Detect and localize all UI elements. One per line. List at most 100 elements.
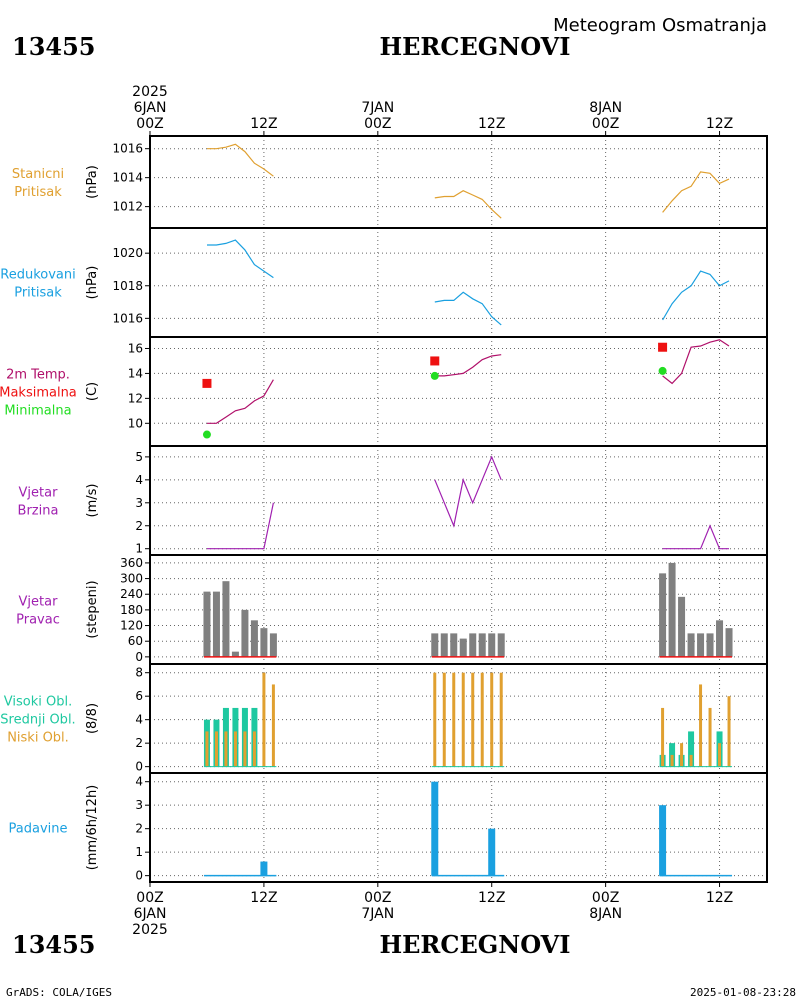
- series-line: [434, 291, 502, 326]
- panel-label: Brzina: [18, 504, 59, 519]
- panel-label: Minimalna: [4, 404, 71, 419]
- panel-label: Stanicni: [12, 167, 64, 182]
- panel-label: Vjetar: [19, 595, 59, 610]
- tmin-marker: [202, 430, 211, 439]
- series-line: [434, 354, 502, 377]
- time-label-bottom: 12Z: [706, 890, 733, 906]
- y-tick-label: 240: [120, 587, 143, 601]
- panel-padavine: 0 1 2 3 4 (mm/6h/12h) Padavine: [9, 773, 767, 883]
- credit: GrADS: COLA/IGES: [6, 986, 112, 999]
- panel-label: Redukovani: [0, 268, 75, 283]
- series-line: [207, 379, 274, 424]
- time-label-bottom: 12Z: [250, 890, 277, 906]
- y-tick-label: 1016: [112, 311, 143, 325]
- subtitle: Meteogram Osmatranja: [553, 15, 767, 36]
- y-axis-unit: (hPa): [85, 165, 100, 199]
- bar: [659, 805, 667, 876]
- cloud-low-bar: [214, 731, 218, 767]
- cloud-low-bar: [205, 731, 209, 767]
- cloud-low-bar: [471, 672, 475, 767]
- time-label-bottom: 7JAN: [361, 906, 394, 922]
- time-label-top: 12Z: [706, 116, 733, 132]
- station-id-bottom: 13455: [12, 930, 96, 959]
- series-line: [207, 239, 274, 279]
- plot-frame: [149, 135, 768, 883]
- time-label-top: 12Z: [250, 116, 277, 132]
- bar: [678, 596, 686, 657]
- cloud-low-bar: [233, 731, 237, 767]
- cloud-low-bar: [271, 684, 275, 767]
- y-axis-unit: (mm/6h/12h): [85, 785, 100, 871]
- panel-label: Pravac: [16, 613, 60, 628]
- bar: [260, 628, 268, 657]
- y-tick-label: 5: [135, 450, 143, 464]
- y-tick-label: 1016: [112, 142, 143, 156]
- cloud-low-bar: [490, 672, 494, 767]
- panel-stanicni-pritisak: 1012 1014 1016 (hPa) Stanicni Pritisak: [12, 136, 767, 228]
- series-line: [662, 339, 730, 385]
- time-label-bottom: 00Z: [592, 890, 619, 906]
- y-axis-unit: (hPa): [85, 266, 100, 300]
- y-tick-label: 0: [135, 869, 143, 883]
- tmax-marker: [430, 356, 440, 366]
- cloud-low-bar: [499, 672, 503, 767]
- bar: [697, 633, 705, 657]
- tmin-marker: [658, 366, 667, 375]
- bar: [716, 620, 724, 657]
- bar: [203, 591, 211, 657]
- panel-oblacnost: 0 2 4 6 8 (8/8) Visoki Obl. Srednji Obl. Niski O…: [0, 664, 767, 774]
- cloud-low-bar: [262, 672, 266, 767]
- cloud-low-bar: [461, 672, 465, 767]
- time-label-top: 00Z: [592, 116, 619, 132]
- cloud-low-bar: [689, 754, 693, 767]
- bar: [212, 591, 220, 657]
- y-tick-label: 14: [128, 366, 143, 380]
- time-label-top: 7JAN: [361, 100, 394, 116]
- bar: [469, 633, 477, 657]
- station-id-top: 13455: [12, 32, 96, 61]
- time-label-bottom: 6JAN: [134, 906, 167, 922]
- cloud-low-bar: [433, 672, 437, 767]
- y-tick-label: 4: [135, 473, 143, 487]
- station-name-bottom: HERCEGNOVI: [379, 930, 570, 959]
- series-line: [662, 270, 730, 321]
- bar: [725, 628, 733, 657]
- bar: [231, 651, 239, 657]
- y-tick-label: 2: [135, 736, 143, 750]
- bar: [488, 828, 496, 876]
- y-tick-label: 4: [135, 713, 143, 727]
- y-axis-unit: (C): [85, 382, 100, 401]
- cloud-low-bar: [708, 707, 712, 767]
- y-tick-label: 3: [135, 496, 143, 510]
- panel-label: Niski Obl.: [7, 731, 69, 746]
- bar: [431, 633, 439, 657]
- panels: 101210141016(hPa)StanicniPritisak1016101…: [0, 135, 768, 883]
- panel-label: Vjetar: [19, 486, 59, 501]
- bar: [668, 562, 676, 657]
- time-label-bottom: 12Z: [478, 890, 505, 906]
- bar: [478, 633, 486, 657]
- y-tick-label: 10: [128, 416, 143, 430]
- panel-vjetar-brzina: 1 2 3 4 5 (m/s) Vjetar Brzina: [18, 446, 767, 556]
- panel-label: Pritisak: [14, 286, 62, 301]
- bar: [488, 633, 496, 657]
- y-tick-label: 3: [135, 798, 143, 812]
- timestamp: 2025-01-08-23:28: [690, 986, 796, 999]
- panel-label: Srednji Obl.: [0, 713, 75, 728]
- y-tick-label: 0: [135, 650, 143, 664]
- time-label-bottom: 00Z: [364, 890, 391, 906]
- y-tick-label: 2: [135, 519, 143, 533]
- y-tick-label: 12: [128, 391, 143, 405]
- bar: [260, 861, 268, 876]
- bar: [497, 633, 505, 657]
- y-tick-label: 1: [135, 542, 143, 556]
- time-label-bottom: 00Z: [136, 890, 163, 906]
- cloud-low-bar: [727, 696, 731, 767]
- bar: [450, 633, 458, 657]
- y-tick-label: 6: [135, 689, 143, 703]
- cloud-low-bar: [442, 672, 446, 767]
- y-tick-label: 1014: [112, 171, 143, 185]
- panel-label: Maksimalna: [0, 386, 77, 401]
